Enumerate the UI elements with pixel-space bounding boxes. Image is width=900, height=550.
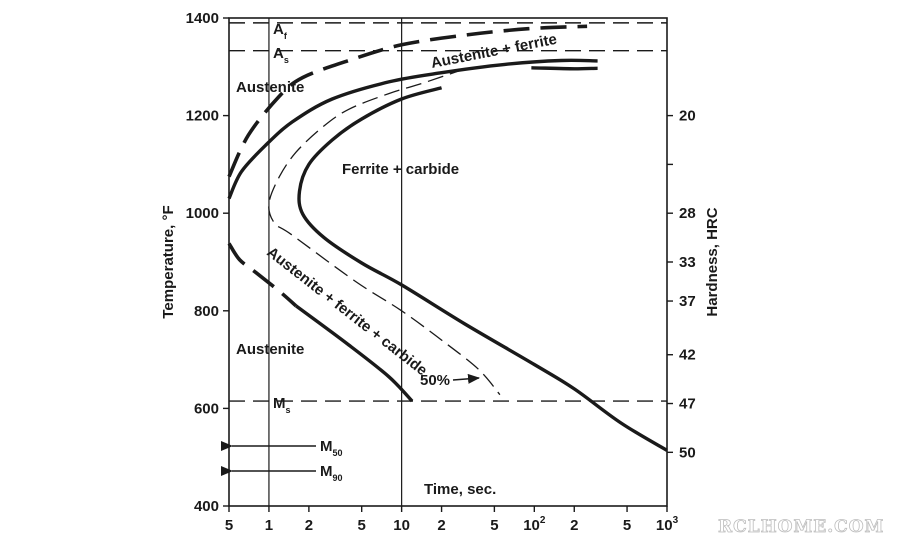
x-tick-label-1: 1	[265, 517, 273, 534]
x-tick-label-10: 103	[656, 515, 679, 534]
y-tick-label-1: 600	[194, 400, 219, 417]
region-label-ferrite-carbide: Ferrite + carbide	[342, 161, 459, 178]
y-tick-label-3: 1000	[186, 205, 219, 222]
series-line-fifty-percent	[268, 68, 501, 396]
y2-tick-label-6: 47	[679, 396, 696, 413]
series-line-start-lower	[227, 242, 298, 308]
region-label-fifty-percent: 50%	[420, 372, 450, 389]
y-tick-label-5: 1400	[186, 10, 219, 27]
y2-tick-label-2: 28	[679, 205, 696, 222]
y2-axis-label: Hardness, HRC	[704, 207, 721, 316]
m90-label: M90	[320, 463, 343, 483]
axis-ticks: 5 1 2 5 10 2 5 102 2 5 103400600800100012001400202…	[186, 10, 696, 534]
series-line-finish-upper-2	[531, 66, 598, 71]
ms-label: Ms	[273, 395, 291, 415]
y2-tick-label-4: 37	[679, 293, 696, 310]
m50-label: M50	[320, 438, 343, 458]
x-tick-label-7: 102	[523, 515, 546, 534]
as-label: As	[273, 45, 289, 65]
series-line-start	[227, 24, 588, 178]
curve-layer	[227, 18, 668, 506]
y-tick-label-4: 1200	[186, 108, 219, 125]
series-line-finish-upper	[227, 58, 598, 200]
x-tick-label-5: 2	[437, 517, 445, 534]
x-tick-label-0: 5	[225, 517, 233, 534]
x-tick-label-3: 5	[358, 517, 366, 534]
x-axis-label: Time, sec.	[424, 481, 496, 498]
fifty-percent-arrow	[452, 373, 480, 384]
y2-tick-label-0: 20	[679, 108, 696, 125]
y2-tick-label-3: 33	[679, 254, 696, 271]
y-axis-label: Temperature, °F	[160, 205, 177, 318]
y-tick-label-2: 800	[194, 303, 219, 320]
series-line-finish-nose	[297, 86, 668, 452]
region-label-austenite-ferrite-carbide: Austenite + ferrite + carbide	[264, 244, 431, 380]
region-label-austenite-lower: Austenite	[236, 341, 304, 358]
x-tick-label-8: 2	[570, 517, 578, 534]
y2-tick-label-7: 50	[679, 444, 696, 461]
region-label-austenite-upper: Austenite	[236, 79, 304, 96]
x-tick-label-4: 10	[393, 517, 410, 534]
series-line-finish-lower	[295, 304, 414, 403]
x-tick-label-6: 5	[490, 517, 498, 534]
y2-tick-label-5: 42	[679, 347, 696, 364]
watermark-text: RCLHOME.COM	[718, 517, 884, 537]
x-tick-label-2: 2	[305, 517, 313, 534]
x-tick-label-9: 5	[623, 517, 631, 534]
af-label: Af	[273, 21, 288, 41]
y-tick-label-0: 400	[194, 498, 219, 515]
